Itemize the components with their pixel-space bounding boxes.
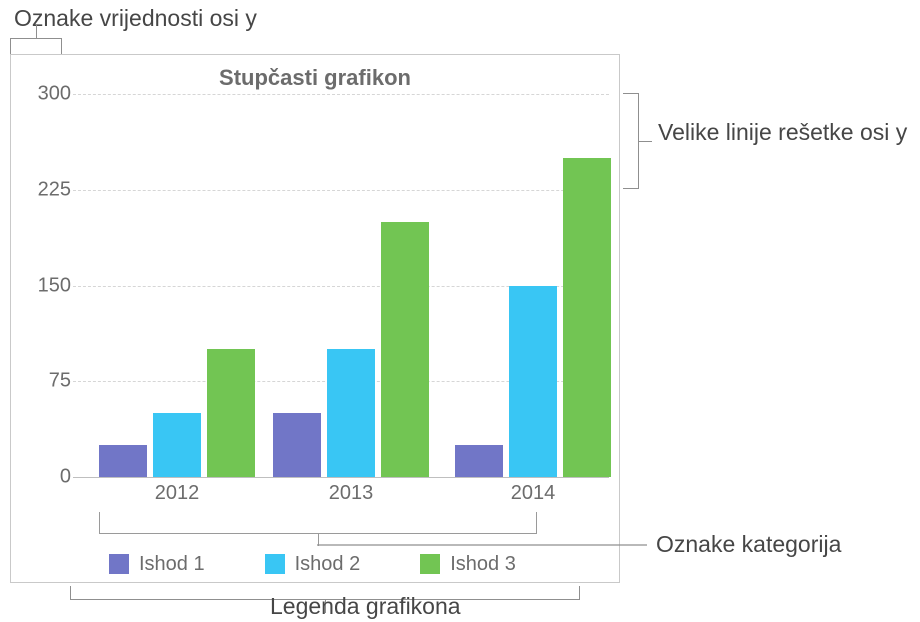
legend-swatch: [265, 554, 285, 574]
bar-2013-ishod2: [327, 349, 375, 477]
plot-area: [73, 94, 609, 477]
y-tick-label: 75: [16, 370, 71, 393]
legend-swatch: [420, 554, 440, 574]
x-tick-label: 2013: [321, 482, 381, 505]
legend: Ishod 1 Ishod 2 Ishod 3: [73, 553, 613, 575]
bracket-y-gridlines: [623, 93, 639, 189]
bar-2013-ishod1: [273, 413, 321, 477]
x-axis-line: [73, 477, 609, 478]
legend-swatch: [109, 554, 129, 574]
annotated-chart-figure: { "callouts": { "y_value_labels": "Oznak…: [0, 0, 920, 622]
y-tick-label: 0: [16, 466, 71, 489]
callout-y-value-labels: Oznake vrijednosti osi y: [14, 4, 257, 33]
bar-2012-ishod3: [207, 349, 255, 477]
x-tick-label: 2012: [147, 482, 207, 505]
chart-panel: Stupčasti grafikon 0 75 150 225 300: [10, 54, 620, 583]
bars-layer: [73, 94, 609, 477]
legend-label: Ishod 3: [450, 553, 516, 576]
bar-2014-ishod2: [509, 286, 557, 478]
y-tick-label: 150: [16, 275, 71, 298]
legend-label: Ishod 2: [295, 553, 361, 576]
callout-chart-legend: Legenda grafikona: [270, 592, 461, 621]
leader-category-labels: [317, 544, 647, 546]
bar-2013-ishod3: [381, 222, 429, 477]
bar-2012-ishod1: [99, 445, 147, 477]
bar-2014-ishod3: [563, 158, 611, 477]
callout-category-labels: Oznake kategorija: [656, 530, 841, 559]
y-tick-label: 300: [16, 83, 71, 106]
y-tick-label: 225: [16, 179, 71, 202]
callout-y-gridlines: Velike linije rešetke osi y: [658, 118, 908, 147]
bar-2014-ishod1: [455, 445, 503, 477]
legend-item: Ishod 3: [420, 553, 516, 576]
x-tick-label: 2014: [503, 482, 563, 505]
legend-item: Ishod 1: [109, 553, 205, 576]
chart-title: Stupčasti grafikon: [11, 65, 619, 91]
bar-2012-ishod2: [153, 413, 201, 477]
legend-item: Ishod 2: [265, 553, 361, 576]
legend-label: Ishod 1: [139, 553, 205, 576]
bracket-category-labels: [99, 512, 537, 534]
